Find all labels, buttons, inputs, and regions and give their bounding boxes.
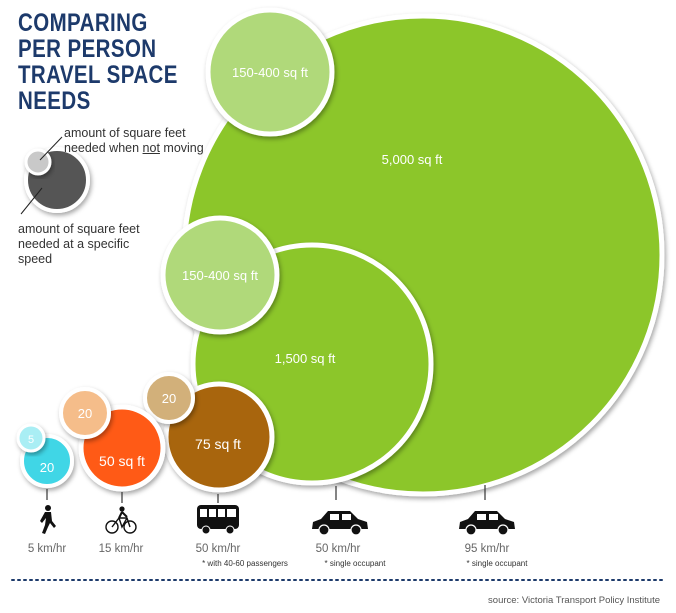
bus-note: * with 40-60 passengers	[202, 559, 288, 568]
title-line: TRAVEL SPACE	[18, 61, 178, 89]
car-icon	[312, 511, 368, 536]
bus-moving-bubble	[163, 381, 275, 493]
legend-moving-text: amount of square feet needed at a specif…	[18, 222, 140, 266]
bicycle-speed-label: 15 km/hr	[99, 543, 144, 555]
bus-moving-label: 75 sq ft	[195, 436, 241, 452]
pedestrian-stopped-bubble	[16, 423, 46, 453]
pedestrian-stopped-label: 5	[28, 434, 34, 446]
bicycle-stopped-bubble	[59, 387, 111, 439]
legend-stopped-text: amount of square feet needed when not mo…	[64, 126, 214, 156]
title-line: NEEDS	[18, 87, 91, 115]
legend-stopped-prefix: amount of square feet needed when	[64, 126, 186, 155]
bicycle-moving-label: 50 sq ft	[99, 453, 145, 469]
car-95-stopped-label: 150-400 sq ft	[232, 65, 308, 80]
legend-small-leader	[39, 136, 63, 161]
pedestrian-moving-label: 20	[40, 460, 54, 475]
car-95-moving-label: 5,000 sq ft	[382, 152, 443, 167]
page-title: COMPARING PER PERSON TRAVEL SPACE NEEDS	[18, 10, 182, 114]
car-50-speed-label: 50 km/hr	[316, 543, 361, 555]
bicycle-icon	[105, 506, 137, 534]
source-credit: source: Victoria Transport Policy Instit…	[488, 595, 660, 606]
legend-stopped-emphasis: not	[142, 141, 160, 155]
title-line: COMPARING	[18, 9, 148, 37]
car-95-speed-label: 95 km/hr	[465, 543, 510, 555]
legend-stopped-suffix: moving	[159, 141, 204, 155]
pedestrian-speed-label: 5 km/hr	[28, 543, 67, 555]
bus-stopped-label: 20	[162, 391, 176, 406]
bus-speed-label: 50 km/hr	[196, 543, 241, 555]
car-95-note: * single occupant	[467, 559, 529, 568]
bicycle-stopped-label: 20	[78, 406, 92, 421]
bus-icon	[197, 505, 239, 535]
legend-large-leader	[20, 187, 43, 215]
car-50-note: * single occupant	[325, 559, 387, 568]
car-icon	[459, 511, 515, 536]
walking-person-icon	[40, 505, 56, 534]
car-50-stopped-bubble	[160, 215, 280, 335]
car-95-stopped-bubble	[205, 7, 335, 137]
car-50-stopped-label: 150-400 sq ft	[182, 268, 258, 283]
car-50-moving-label: 1,500 sq ft	[275, 351, 336, 366]
bus-stopped-bubble	[143, 372, 195, 424]
title-line: PER PERSON	[18, 35, 157, 63]
